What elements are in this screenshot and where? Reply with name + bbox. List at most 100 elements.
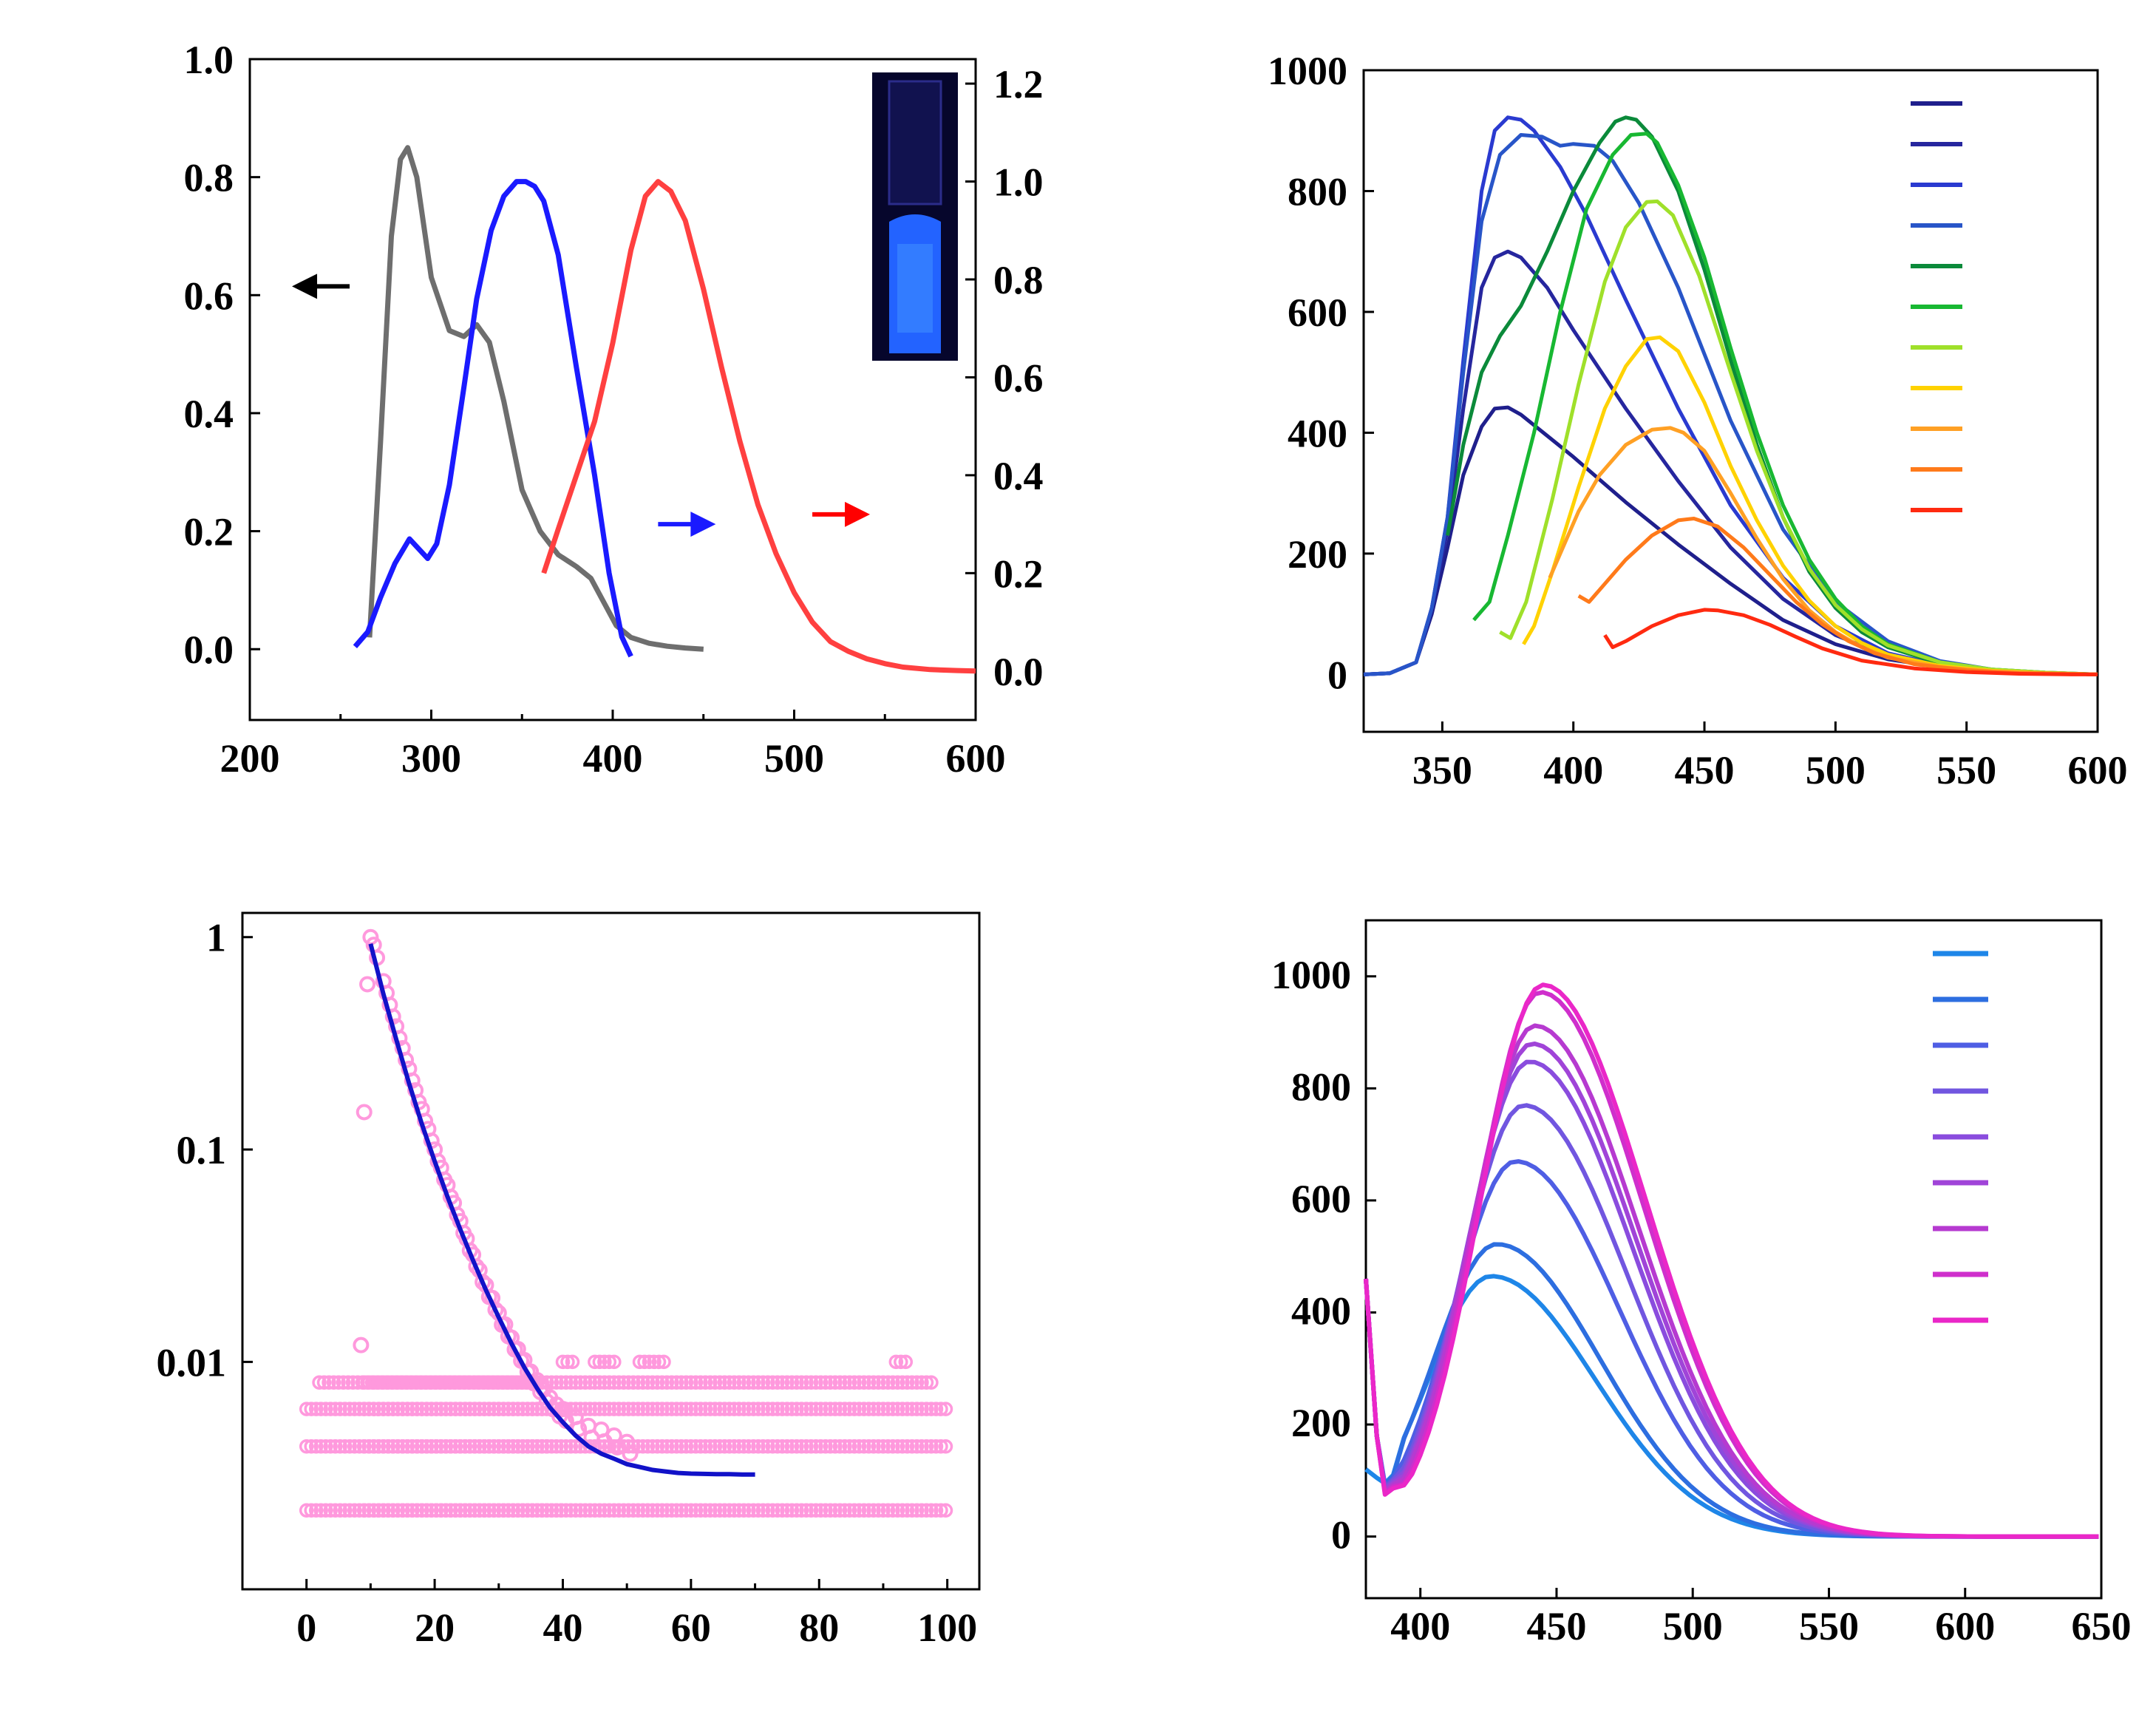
noise-point: [837, 1402, 852, 1416]
noise-point: [851, 1402, 867, 1416]
noise-point: [857, 1402, 871, 1416]
noise-point: [366, 1375, 381, 1390]
noise-point: [530, 1438, 545, 1454]
noise-point: [656, 1354, 671, 1370]
noise-point: [371, 1402, 386, 1416]
noise-point: [463, 1438, 477, 1454]
noise-point: [472, 1402, 487, 1416]
noise-point: [655, 1503, 670, 1518]
noise-point: [636, 1503, 650, 1518]
noise-point: [645, 1375, 660, 1390]
noise-point: [597, 1438, 612, 1454]
noise-point: [803, 1375, 819, 1390]
noise-point: [885, 1402, 900, 1416]
noise-point: [938, 1402, 953, 1416]
noise-point: [448, 1375, 463, 1390]
x-tick-label: 400: [1390, 1604, 1450, 1648]
noise-point: [837, 1375, 852, 1390]
y-tick-label: 200: [1288, 532, 1347, 577]
noise-point: [356, 1375, 372, 1390]
plot-frame: [1362, 69, 2099, 733]
noise-point: [799, 1438, 814, 1454]
cuvette-photo-glass: [888, 80, 942, 205]
noise-point: [885, 1503, 900, 1518]
noise-point: [640, 1438, 656, 1454]
noise-point: [371, 1438, 386, 1454]
noise-point: [799, 1402, 814, 1416]
noise-point: [395, 1402, 410, 1416]
noise-point: [741, 1402, 756, 1416]
y-tick-label: 800: [1291, 1064, 1351, 1109]
noise-point: [736, 1375, 752, 1390]
noise-point: [375, 1402, 391, 1416]
noise-point: [789, 1375, 804, 1390]
series-line-365-nm: [1499, 199, 2098, 676]
noise-point: [554, 1402, 569, 1416]
noise-point: [880, 1402, 896, 1416]
panel-b: 350 400 450 500 550 600 0 200 400 600 800 1000: [1268, 49, 2128, 792]
noise-point: [530, 1402, 545, 1416]
y-tick-label: 0.8: [184, 156, 234, 200]
noise-point: [871, 1438, 886, 1454]
panel-d: 400 450 500 550 600 650 0 200 400 600 800 1000: [1271, 919, 2132, 1648]
noise-point: [847, 1503, 862, 1518]
noise-point: [434, 1503, 449, 1518]
noise-point: [741, 1503, 756, 1518]
noise-point: [592, 1354, 608, 1370]
noise-point: [573, 1503, 588, 1518]
noise-point: [607, 1503, 622, 1518]
noise-point: [308, 1402, 324, 1416]
noise-point: [751, 1375, 766, 1390]
noise-point: [746, 1503, 761, 1518]
noise-point: [544, 1402, 560, 1416]
noise-point: [554, 1375, 569, 1390]
noise-point: [703, 1503, 718, 1518]
noise-point: [914, 1438, 929, 1454]
noise-point: [409, 1438, 424, 1454]
noise-point: [928, 1503, 944, 1518]
y-tick-label: 0: [1331, 1513, 1351, 1558]
noise-point: [400, 1375, 415, 1390]
noise-point: [381, 1375, 395, 1390]
noise-point: [607, 1354, 622, 1370]
noise-point: [650, 1375, 665, 1390]
noise-point: [496, 1402, 511, 1416]
noise-point: [637, 1354, 652, 1370]
noise-point: [934, 1438, 948, 1454]
decay-point: [359, 976, 376, 993]
noise-point: [832, 1438, 848, 1454]
noise-point: [890, 1402, 905, 1416]
noise-point: [588, 1402, 602, 1416]
x-tick-label: 0: [296, 1606, 316, 1650]
decay-point: [353, 1336, 370, 1353]
noise-point: [751, 1503, 766, 1518]
noise-point: [540, 1503, 554, 1518]
noise-point: [347, 1402, 362, 1416]
noise-point: [602, 1375, 617, 1390]
noise-point: [486, 1438, 502, 1454]
noise-point: [366, 1402, 381, 1416]
noise-point: [632, 1354, 647, 1370]
noise-point: [472, 1375, 487, 1390]
noise-point: [664, 1438, 679, 1454]
noise-point: [506, 1438, 521, 1454]
noise-point: [626, 1402, 641, 1416]
noise-point: [664, 1402, 679, 1416]
noise-point: [482, 1503, 497, 1518]
noise-point: [336, 1375, 351, 1390]
noise-point: [732, 1402, 747, 1416]
noise-point: [780, 1402, 795, 1416]
noise-point: [674, 1402, 689, 1416]
noise-point: [669, 1402, 684, 1416]
noise-point: [438, 1503, 454, 1518]
noise-point: [472, 1503, 487, 1518]
noise-point: [333, 1503, 347, 1518]
noise-point: [299, 1503, 314, 1518]
noise-point: [544, 1375, 560, 1390]
noise-point: [611, 1438, 627, 1454]
noise-point: [746, 1375, 761, 1390]
noise-point: [693, 1375, 708, 1390]
noise-point: [659, 1375, 675, 1390]
noise-point: [861, 1503, 877, 1518]
